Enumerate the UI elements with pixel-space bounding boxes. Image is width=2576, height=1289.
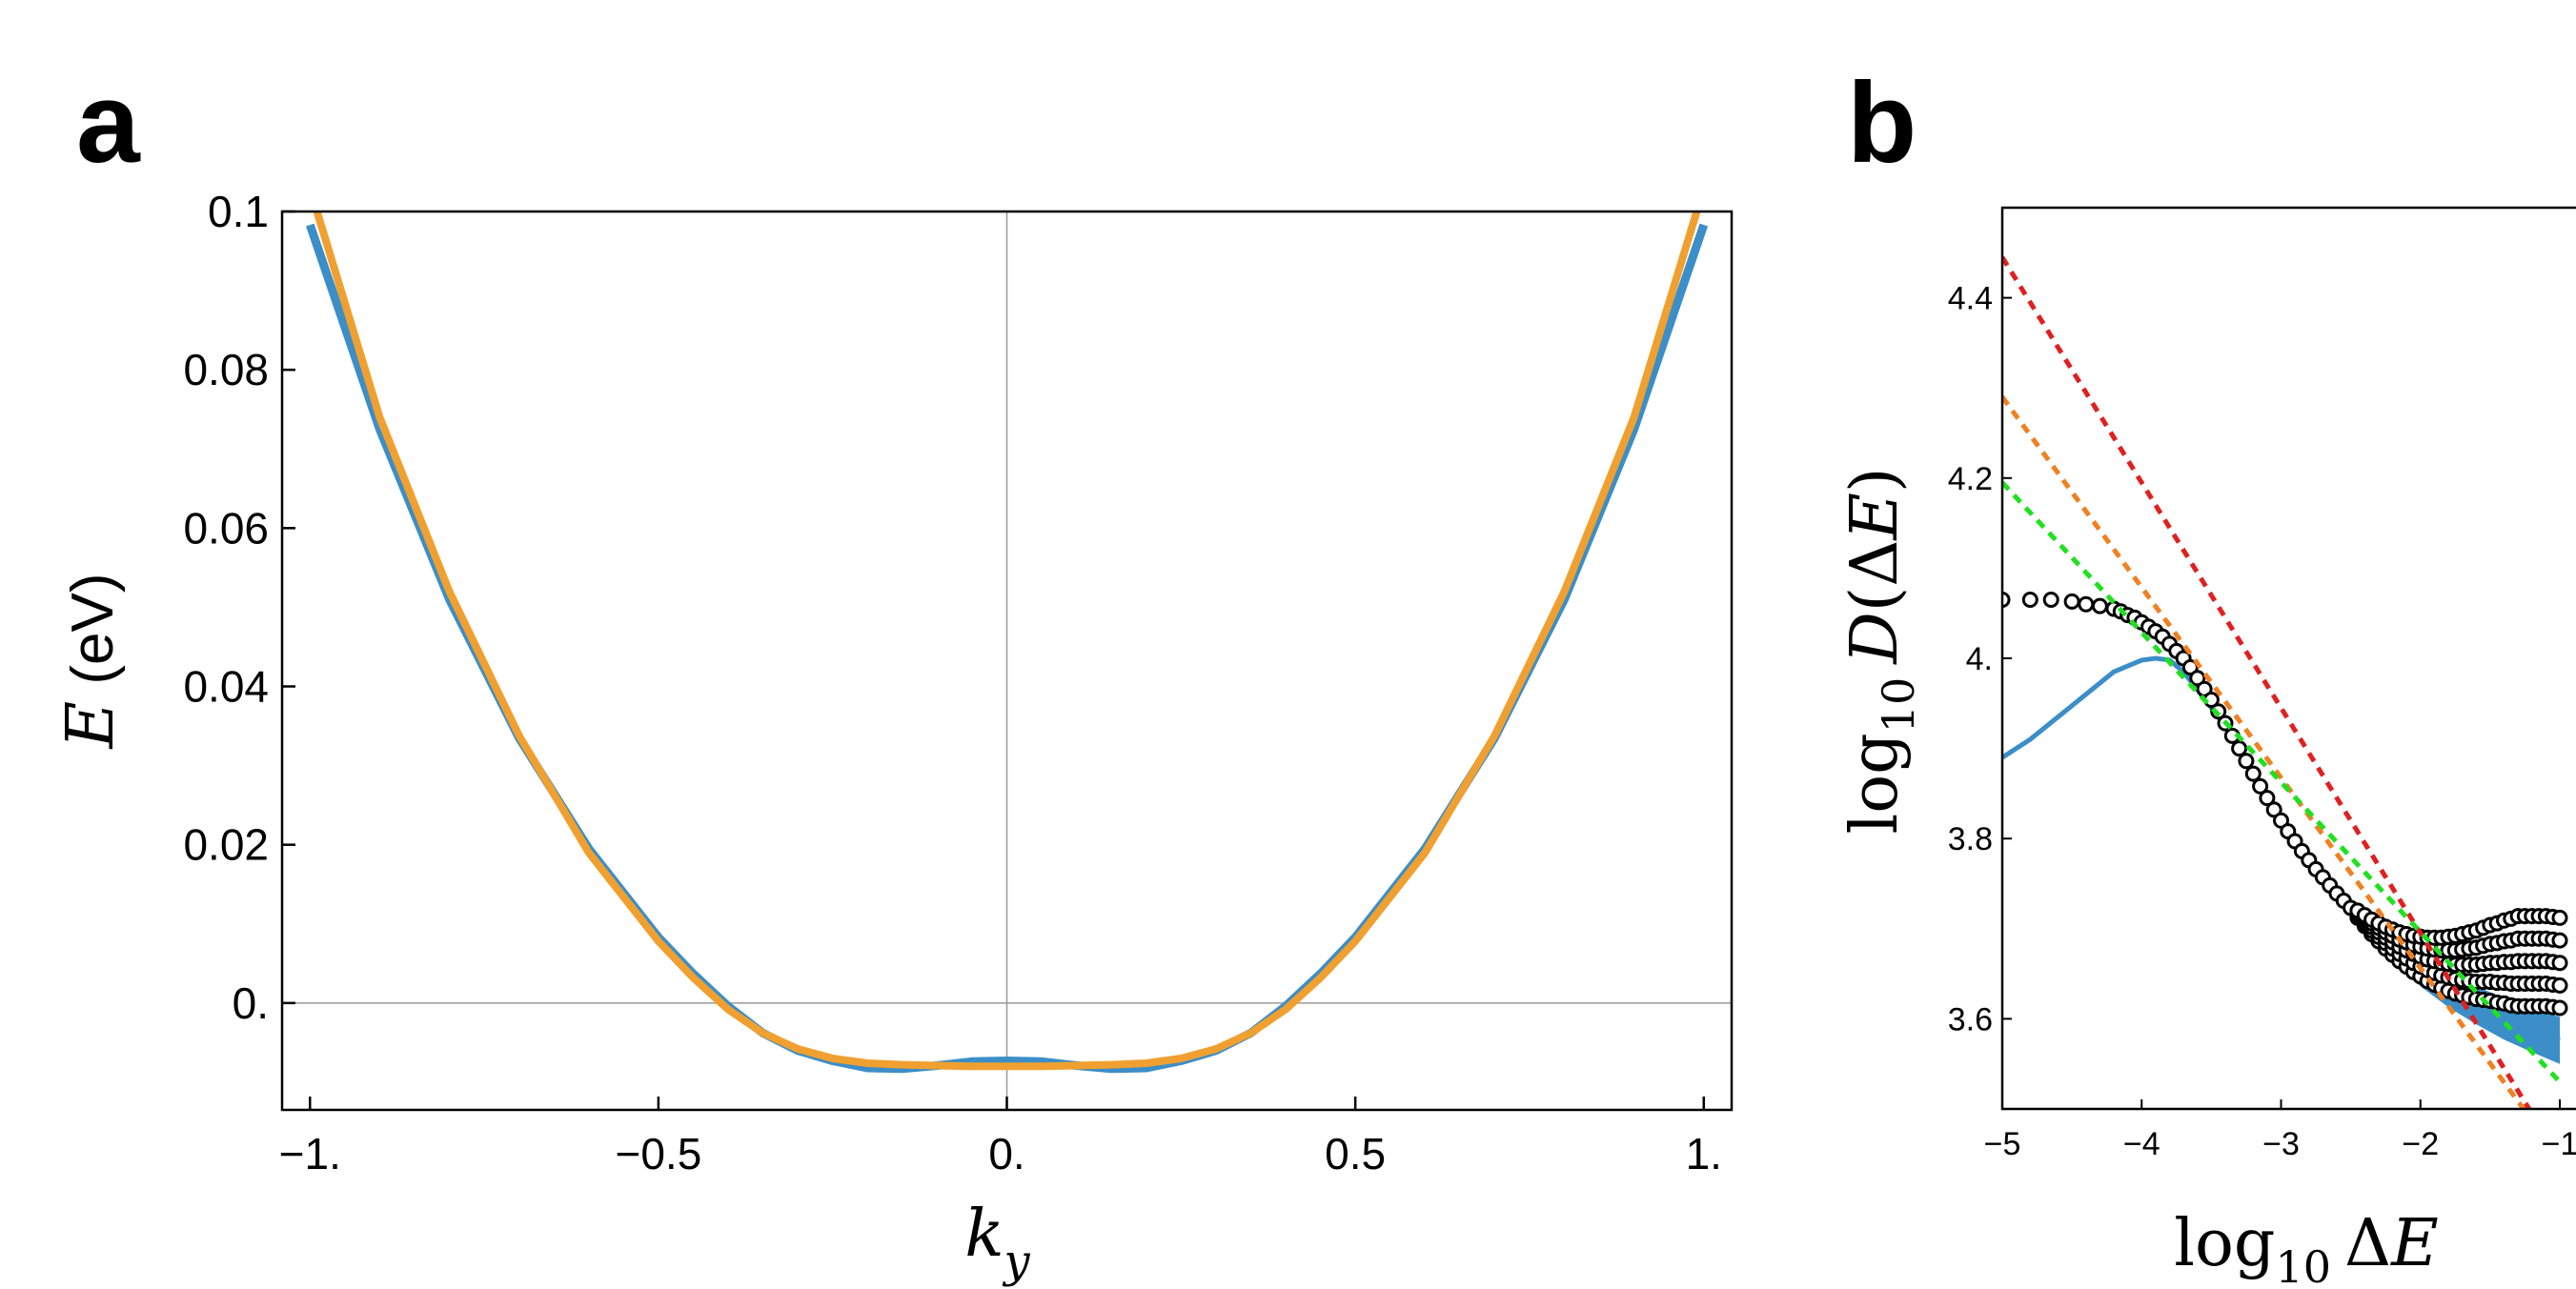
panel-b-y-axis-title-text: log10 D(ΔE) — [1837, 467, 1924, 834]
panel-a-x-tick-label: −0.5 — [615, 1129, 701, 1178]
panel-a-x-axis-title: ky — [964, 1197, 1030, 1288]
panel-b-y-axis-title-function: D — [1837, 612, 1913, 666]
panel-a-chart: −1. −0.5 0. 0.5 1. 0. 0.02 0.04 0.06 0.08 0.1 ky E… — [53, 187, 1734, 1288]
panel-b-data-point — [2551, 977, 2568, 994]
panel-b-x-axis-title-variable: E — [2389, 1206, 2439, 1281]
panel-b-data-point — [2551, 932, 2568, 949]
panel-b-data-point — [2244, 765, 2262, 782]
panel-b-x-axis-title-base: 10 — [2275, 1241, 2331, 1289]
panel-b-x-tick-label: −1 — [2542, 1126, 2576, 1162]
panel-a-y-tick-label: 0.1 — [208, 187, 269, 236]
panel-b-y-axis-title-open-paren: (Δ — [1837, 540, 1913, 613]
panel-b-y-tick-label: 4.4 — [1948, 281, 1993, 317]
panel-a-y-axis-title-unit: (eV) — [60, 574, 126, 701]
panel-b-y-axis-title-close-paren: ) — [1837, 467, 1913, 493]
panel-a-y-tick-label: 0.02 — [183, 820, 269, 870]
panel-b-y-tick-label: 4. — [1966, 641, 1993, 677]
panel-a-x-tick-label: 0.5 — [1325, 1129, 1386, 1178]
panel-a-series — [306, 210, 1709, 1074]
panel-b-data-point — [2063, 593, 2080, 610]
panel-b-y-tick-label: 4.2 — [1948, 461, 1993, 497]
panel-b-data-point — [2091, 597, 2108, 614]
panel-b-x-axis-title-log: log — [2174, 1206, 2275, 1281]
panel-b-data-point — [2078, 595, 2095, 613]
panel-a-reference-lines — [282, 211, 1732, 1110]
panel-b-data-point — [2265, 801, 2282, 818]
panel-b-y-tick-label: 3.8 — [1948, 821, 1993, 857]
panel-label-b: b — [1847, 59, 1917, 187]
panel-a-y-tick-label: 0.06 — [183, 503, 269, 553]
panel-a-y-axis-title-text: E (eV) — [53, 574, 129, 751]
panel-b-x-axis-title: log10 ΔE — [2174, 1206, 2439, 1289]
panel-a-ticks: −1. −0.5 0. 0.5 1. 0. 0.02 0.04 0.06 0.08 0.1 — [183, 187, 1721, 1178]
panel-b-data-point — [2238, 753, 2255, 770]
panel-b-fit-line-2 — [2002, 395, 2527, 1109]
panel-b-data-point — [2551, 909, 2568, 926]
panel-b-data-point — [2181, 659, 2199, 675]
panel-a-x-tick-label: 0. — [988, 1129, 1024, 1178]
panel-b-data-point — [2551, 999, 2568, 1017]
panel-b-ticks: −5 −4 −3 −2 −1 3.6 3.8 4. 4.2 4.4 — [1948, 281, 2576, 1162]
panel-a-y-tick-label: 0. — [233, 978, 269, 1028]
panel-b-y-axis-title-base: 10 — [1873, 677, 1924, 734]
panel-b-y-tick-label: 3.6 — [1948, 1001, 1993, 1037]
panel-b-y-axis-title: log10 D(ΔE) — [1837, 467, 1924, 834]
panel-label-a: a — [76, 59, 141, 187]
panel-b-y-axis-title-variable: E — [1837, 493, 1913, 542]
panel-a-y-tick-label: 0.04 — [183, 662, 269, 712]
panel-a-x-tick-label: −1. — [279, 1129, 341, 1178]
panel-a-x-tick-label: 1. — [1686, 1129, 1722, 1178]
panel-a-x-axis-title-text: ky — [964, 1197, 1030, 1288]
panel-b-x-tick-label: −3 — [2262, 1126, 2300, 1162]
panel-b-x-tick-label: −2 — [2402, 1126, 2439, 1162]
panel-b-frame — [2000, 206, 2576, 1111]
panel-b-data-point — [2002, 592, 2011, 608]
panel-a-y-axis-title: E (eV) — [53, 574, 129, 751]
panel-a-y-tick-label: 0.08 — [183, 345, 269, 394]
panel-b-data-points — [2002, 592, 2568, 1017]
panel-b-x-tick-label: −4 — [2123, 1126, 2160, 1162]
panel-b-data-point — [2252, 777, 2269, 795]
panel-b-x-axis-title-text: log10 ΔE — [2174, 1206, 2439, 1289]
panel-b-y-axis-title-log: log — [1837, 733, 1913, 834]
panel-a-series-2-line — [313, 210, 1701, 1071]
panel-b-fit-lines — [2002, 255, 2562, 1109]
panel-b-data-point — [2189, 670, 2206, 687]
panel-b-x-tick-label: −5 — [1984, 1126, 2021, 1162]
panel-b-data-point — [2042, 592, 2059, 608]
panel-a-y-axis-title-symbol: E — [53, 701, 129, 751]
panel-b-data-point — [2231, 740, 2248, 757]
panel-b-data-point — [2021, 592, 2038, 608]
panel-a-x-axis-title-subscript: y — [1003, 1235, 1031, 1288]
panel-b-x-axis-title-delta: Δ — [2344, 1206, 2391, 1281]
panel-b-data-point — [2259, 790, 2276, 807]
panel-b-fit-line-1 — [2002, 255, 2532, 1109]
panel-b-chart: −5 −4 −3 −2 −13.63.84.4.24.4 log10 ΔE log10D(… — [1837, 206, 2576, 1289]
panel-b-data-point — [2551, 955, 2568, 972]
